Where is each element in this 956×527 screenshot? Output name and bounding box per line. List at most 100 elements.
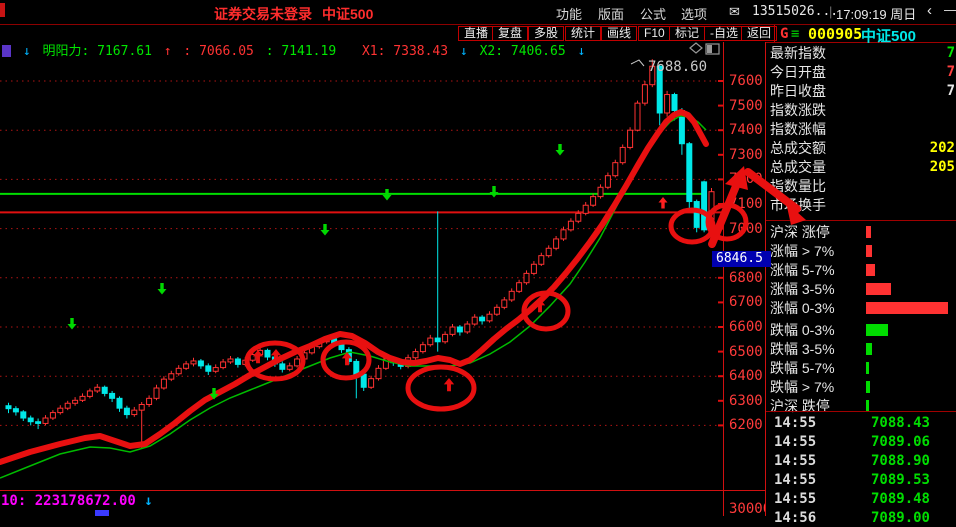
menu-options[interactable]: 选项 (681, 7, 708, 22)
info-row: 指数涨跌 (766, 102, 956, 119)
candle-body (664, 94, 671, 114)
candle-body (271, 356, 278, 365)
btn-live[interactable]: 直播 (458, 26, 495, 41)
candle-body (649, 65, 656, 86)
tick-row: 14:55 7088.43 (766, 415, 956, 432)
candle-body (619, 146, 626, 164)
menu-lines-icon[interactable]: ≡ (791, 26, 800, 42)
info-row: 指数量比 (766, 178, 956, 195)
minimize-icon[interactable]: — (944, 2, 956, 17)
candle-body (538, 255, 545, 265)
candle-body (427, 337, 434, 346)
candle-body (338, 343, 345, 351)
candle-body (656, 65, 663, 114)
btn-back[interactable]: 返回 (741, 26, 778, 41)
candle-body (5, 405, 12, 410)
btn-remove-watchlist[interactable]: -自选 (704, 26, 744, 41)
sell-signal-arrow-icon (157, 283, 167, 295)
section-divider (766, 220, 956, 221)
info-label: 总成交量 (770, 159, 826, 175)
candle-body (390, 358, 397, 364)
candle-body (242, 359, 249, 365)
annotation-circle (521, 290, 571, 332)
menu-function[interactable]: 功能 (556, 7, 583, 22)
x2-down-arrow-icon: ↓ (577, 44, 586, 59)
btn-mark[interactable]: 标记 (669, 26, 706, 41)
breadth-bar (866, 324, 888, 336)
ma-line-green (0, 115, 707, 479)
up-arrow-icon: ↑ (163, 44, 172, 59)
candle-body (160, 378, 167, 389)
annotation-circle (405, 364, 477, 412)
info-row: 总成交额 202 (766, 140, 956, 157)
btn-multi-stock[interactable]: 多股 (528, 26, 565, 41)
tick-price: 7088.90 (870, 453, 930, 469)
candle-body (168, 373, 175, 380)
tick-row: 14:55 7089.48 (766, 491, 956, 508)
btn-statistics[interactable]: 统计 (565, 26, 602, 41)
info-value: 7 (946, 83, 955, 99)
candle-body (323, 338, 330, 343)
candle-body (501, 299, 508, 308)
menu-formula[interactable]: 公式 (640, 7, 667, 22)
y-axis-label: 6300 (729, 392, 763, 409)
diamond-icon[interactable] (689, 42, 703, 54)
breadth-label: 涨幅 > 7% (770, 243, 835, 259)
section-divider (766, 411, 956, 412)
candle-body (279, 363, 286, 370)
y-axis-label: 7300 (729, 146, 763, 163)
volume-axis-label: 30000 (729, 501, 772, 517)
breadth-label: 涨幅 3-5% (770, 281, 835, 297)
title-stock-name: 中证500 (322, 6, 374, 22)
candle-body (708, 191, 715, 231)
candle-body (308, 346, 315, 354)
pane-layout-icon[interactable] (705, 43, 720, 55)
breadth-row: 跌幅 3-5% (766, 341, 956, 358)
candle-body (42, 417, 49, 424)
x2-value: X2: 7406.65 (479, 44, 566, 59)
volume-bar-fragment (95, 510, 109, 516)
info-row: 市场换手 (766, 197, 956, 214)
current-price-tag: 6846.5 (712, 251, 771, 267)
breadth-label: 跌幅 3-5% (770, 341, 835, 357)
indicator-icon (2, 45, 11, 57)
candle-body (183, 363, 190, 369)
candle-body (523, 272, 530, 284)
info-value: 205 (929, 159, 955, 175)
candle-body (190, 360, 197, 365)
breadth-label: 沪深 跌停 (770, 398, 830, 414)
mail-icon[interactable]: ✉ (729, 4, 740, 19)
btn-f10[interactable]: F10 (638, 26, 671, 41)
candle-body (693, 201, 700, 228)
candle-body (375, 367, 382, 380)
annotation-circle (668, 207, 716, 245)
btn-draw-line[interactable]: 画线 (601, 26, 638, 41)
down-arrow-icon: ↓ (22, 44, 31, 59)
candle-body (249, 354, 256, 361)
info-label: 今日开盘 (770, 64, 826, 80)
info-row: 总成交量 205 (766, 159, 956, 176)
candle-body (567, 220, 574, 231)
candle-body (316, 341, 323, 348)
tick-row: 14:56 7089.00 (766, 510, 956, 527)
tick-price: 7089.48 (870, 491, 930, 507)
y-axis-label: 6700 (729, 294, 763, 311)
candle-body (12, 408, 19, 413)
toolbar: 直播 复盘 多股 统计 画线 F10 标记 -自选 返回 G ≡ 000905 … (0, 25, 956, 45)
y-axis-label: 7200 (729, 171, 763, 188)
candle-body (138, 403, 145, 411)
collapse-icon[interactable]: ‹ (927, 2, 932, 19)
breadth-label: 跌幅 5-7% (770, 360, 835, 376)
candle-body (205, 365, 212, 372)
y-axis-label: 6500 (729, 343, 763, 360)
login-status-title: 证券交易未登录 (214, 6, 312, 22)
candle-body (686, 143, 693, 203)
candle-body (560, 229, 567, 240)
sell-signal-arrow-icon (555, 144, 565, 156)
candle-body (153, 387, 160, 399)
candle-body (382, 358, 389, 369)
info-label: 最新指数 (770, 45, 826, 61)
btn-replay[interactable]: 复盘 (492, 26, 529, 41)
candle-body (553, 238, 560, 249)
menu-layout[interactable]: 版面 (598, 7, 625, 22)
